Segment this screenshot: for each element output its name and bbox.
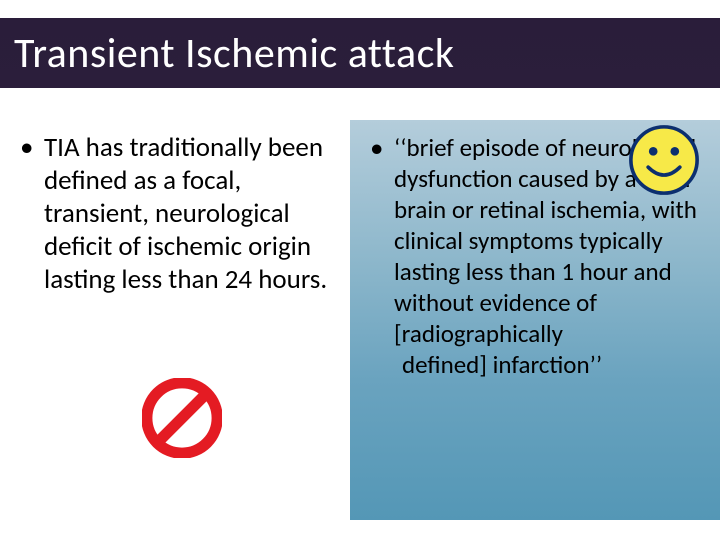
content-area: TIA has traditionally been defined as a …: [0, 120, 720, 520]
smiley-icon: [628, 124, 700, 196]
prohibit-icon: [142, 378, 222, 458]
right-indent-text: defined] infarction’’: [394, 349, 706, 380]
left-bullet-text: TIA has traditionally been defined as a …: [44, 132, 340, 297]
left-column: TIA has traditionally been defined as a …: [0, 120, 350, 520]
right-column: ‘‘brief episode of neurological dysfunct…: [350, 120, 720, 520]
slide-title: Transient Ischemic attack: [0, 28, 454, 79]
title-bar: Transient Ischemic attack: [0, 18, 720, 88]
